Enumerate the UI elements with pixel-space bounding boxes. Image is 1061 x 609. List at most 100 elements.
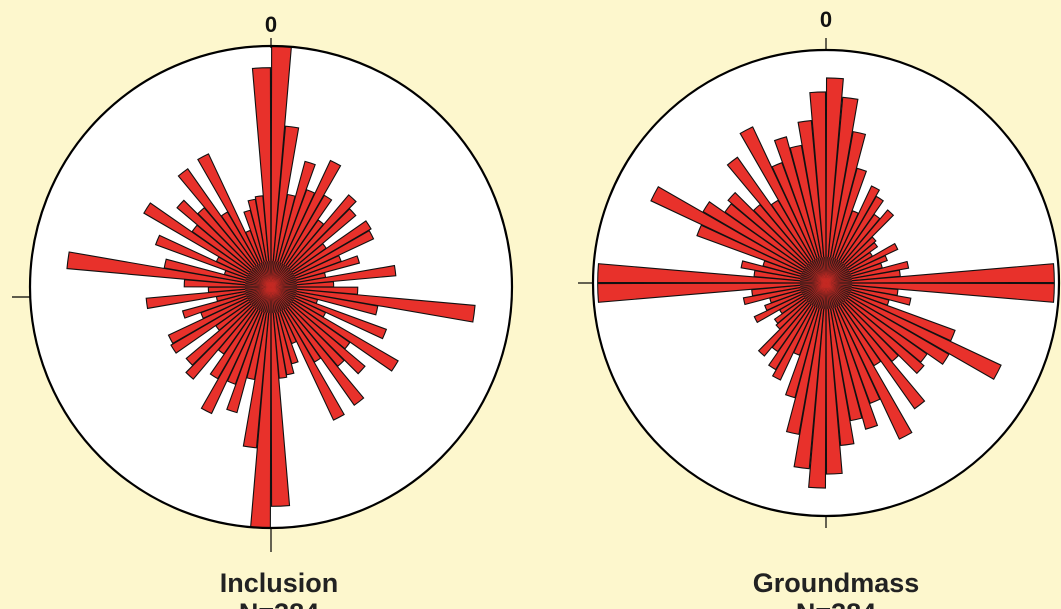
petal-inclusion-80deg (270, 264, 397, 288)
hub-spoke-groundmass (825, 261, 842, 284)
north-label-groundmass: 0 (820, 7, 832, 32)
petal-inclusion-45deg (270, 208, 357, 288)
petal-groundmass-295deg (650, 185, 827, 284)
rose-plot-groundmass: 0 Groundmass N=384 (578, 7, 1061, 609)
hub-spoke-inclusion (270, 263, 283, 288)
hub-spoke-groundmass (800, 278, 827, 284)
hub-spoke-groundmass (825, 282, 831, 309)
hub-spoke-inclusion (270, 286, 283, 311)
chart-title-inclusion: Inclusion (220, 568, 339, 598)
hub-spoke-inclusion (270, 286, 295, 299)
hub-spoke-groundmass (807, 282, 827, 302)
petal-inclusion-355deg (251, 67, 272, 288)
hub-spoke-inclusion (263, 261, 272, 288)
hub-spoke-groundmass (825, 282, 843, 304)
hub-spoke-groundmass (825, 282, 852, 291)
hub-spoke-groundmass (825, 282, 849, 297)
hub-spoke-groundmass (801, 282, 827, 293)
hub-spoke-groundmass (825, 282, 852, 286)
hub-spoke-inclusion (270, 273, 294, 288)
hub-spoke-inclusion (247, 275, 272, 288)
petal-groundmass-85deg (825, 263, 1055, 284)
rose-plot-inclusion: 0 Inclusion N=384 (12, 12, 514, 609)
petal-groundmass-175deg (825, 282, 843, 475)
north-label-inclusion: 0 (265, 12, 277, 37)
hub-spoke-groundmass (825, 282, 838, 307)
hub-spoke-groundmass (825, 282, 847, 300)
petal-inclusion-260deg (145, 286, 272, 310)
hub-spoke-inclusion (270, 286, 297, 290)
hub-spoke-inclusion (254, 286, 272, 308)
petal-inclusion-120deg (270, 286, 399, 372)
hub-spoke-inclusion (270, 279, 297, 288)
hub-spoke-inclusion (245, 279, 272, 288)
petal-groundmass-335deg (771, 161, 827, 284)
hub-spoke-groundmass (804, 282, 827, 299)
hub-spoke-groundmass (825, 260, 840, 284)
petal-groundmass-205deg (771, 282, 827, 381)
petal-groundmass-160deg (825, 282, 879, 430)
petal-inclusion-300deg (143, 202, 272, 288)
petal-groundmass-155deg (825, 282, 881, 405)
petal-groundmass-330deg (739, 126, 827, 284)
hub-spoke-inclusion (270, 261, 276, 288)
hub-spoke-inclusion (268, 261, 272, 288)
hub-spoke-groundmass (825, 275, 852, 284)
hub-spoke-groundmass (802, 282, 827, 295)
petal-groundmass-320deg (726, 156, 827, 284)
hub-spoke-inclusion (249, 286, 272, 303)
petal-groundmass-170deg (825, 282, 855, 447)
petal-groundmass-110deg (825, 282, 956, 342)
hub-spoke-groundmass (801, 273, 827, 284)
hub-spoke-groundmass (825, 266, 847, 284)
petal-groundmass-120deg (825, 282, 950, 365)
petal-inclusion-320deg (177, 168, 272, 288)
petal-inclusion-290deg (154, 234, 272, 288)
hub-spoke-groundmass (800, 282, 827, 286)
chart-title-groundmass: Groundmass (753, 568, 920, 598)
hub-spoke-groundmass (805, 266, 827, 284)
hub-spoke-inclusion (270, 266, 288, 288)
hub-spoke-groundmass (825, 282, 848, 299)
hub-spoke-groundmass (825, 262, 843, 284)
petal-inclusion-220deg (185, 286, 272, 380)
petal-inclusion-210deg (209, 286, 272, 380)
hub-spoke-groundmass (804, 267, 827, 284)
hub-spoke-inclusion (257, 264, 272, 288)
hub-spoke-inclusion (270, 277, 296, 288)
hub-spoke-groundmass (812, 260, 827, 284)
hub-spoke-inclusion (250, 286, 272, 304)
petal-inclusion-60deg (270, 229, 375, 288)
hub-spoke-groundmass (825, 282, 842, 305)
hub-spoke-inclusion (270, 264, 285, 288)
hub-spoke-inclusion (248, 286, 272, 301)
hub-spoke-inclusion (270, 284, 297, 288)
petal-inclusion-310deg (176, 199, 272, 288)
petal-inclusion-140deg (270, 286, 365, 406)
hub-spoke-inclusion (270, 286, 294, 301)
center-hub-groundmass (800, 257, 852, 309)
petal-inclusion-150deg (270, 286, 345, 421)
petal-inclusion-330deg (197, 153, 272, 288)
hub-spoke-groundmass (825, 282, 851, 293)
petal-groundmass-125deg (825, 282, 928, 363)
hub-spoke-inclusion (245, 282, 272, 288)
hub-spoke-groundmass (825, 282, 852, 288)
hub-spoke-groundmass (800, 282, 827, 288)
petal-groundmass-340deg (773, 136, 827, 284)
hub-spoke-inclusion (255, 286, 272, 309)
hub-spoke-inclusion (270, 286, 297, 295)
petal-inclusion-225deg (185, 286, 272, 366)
hub-spoke-inclusion (270, 286, 293, 303)
hub-spoke-inclusion (270, 262, 281, 288)
center-hub-inclusion (245, 261, 297, 313)
hub-spoke-groundmass (807, 264, 827, 284)
hub-spoke-groundmass (810, 282, 827, 305)
petal-inclusion-55deg (270, 220, 372, 288)
hub-spoke-inclusion (270, 270, 292, 288)
petal-groundmass-355deg (809, 91, 827, 284)
hub-spoke-groundmass (825, 258, 836, 284)
hub-spoke-groundmass (800, 282, 827, 291)
hub-spoke-inclusion (248, 273, 272, 288)
